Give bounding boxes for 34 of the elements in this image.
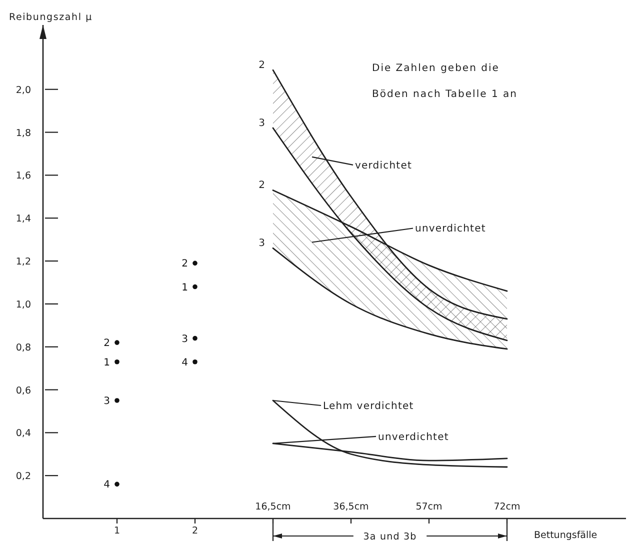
y-tick-label: 0,2	[16, 471, 31, 482]
x-tick-label: 72cm	[494, 502, 520, 512]
text: 3a und 3b	[363, 532, 417, 542]
y-axis-title: Reibungszahl μ	[9, 12, 92, 23]
annotation: verdichtet	[355, 160, 412, 172]
y-tick-label: 0,4	[16, 428, 31, 440]
annotation: unverdichtet	[378, 432, 449, 443]
text: 2	[104, 338, 110, 350]
y-tick-label: 2,0	[16, 84, 31, 96]
series-label: 1	[182, 282, 188, 294]
text: 3	[104, 396, 110, 407]
text: 1	[104, 357, 110, 368]
series-label: 3	[182, 334, 188, 345]
series-label: 4	[182, 357, 188, 368]
annotation: unverdichtet	[415, 224, 486, 235]
y-tick-label: 1,6	[16, 170, 31, 182]
x-axis-title: Bettungsfälle	[534, 530, 598, 541]
x-tick-label: 57cm	[416, 502, 442, 512]
y-tick-label: 0,8	[16, 342, 31, 354]
y-tick-label: 1,4	[16, 214, 31, 225]
y-tick-label: 0,6	[16, 385, 31, 396]
text: Die Zahlen geben die Böden nach Tabelle 1 an	[372, 63, 518, 100]
series-label: 3	[258, 238, 265, 250]
y-tick-label: 1,2	[16, 256, 31, 268]
y-tick-label: 1,0	[16, 299, 31, 310]
x-tick-label: 16,5cm	[255, 502, 291, 512]
text: 4	[104, 480, 110, 491]
y-tick-label: 1,8	[16, 128, 31, 139]
annotation: Lehm verdichtet	[323, 400, 414, 412]
series-label: 3	[258, 118, 265, 129]
x-tick-label: 36,5cm	[333, 502, 369, 512]
series-label: 2	[182, 258, 188, 270]
series-label: 2	[258, 60, 265, 72]
series-label: 2	[258, 180, 265, 192]
